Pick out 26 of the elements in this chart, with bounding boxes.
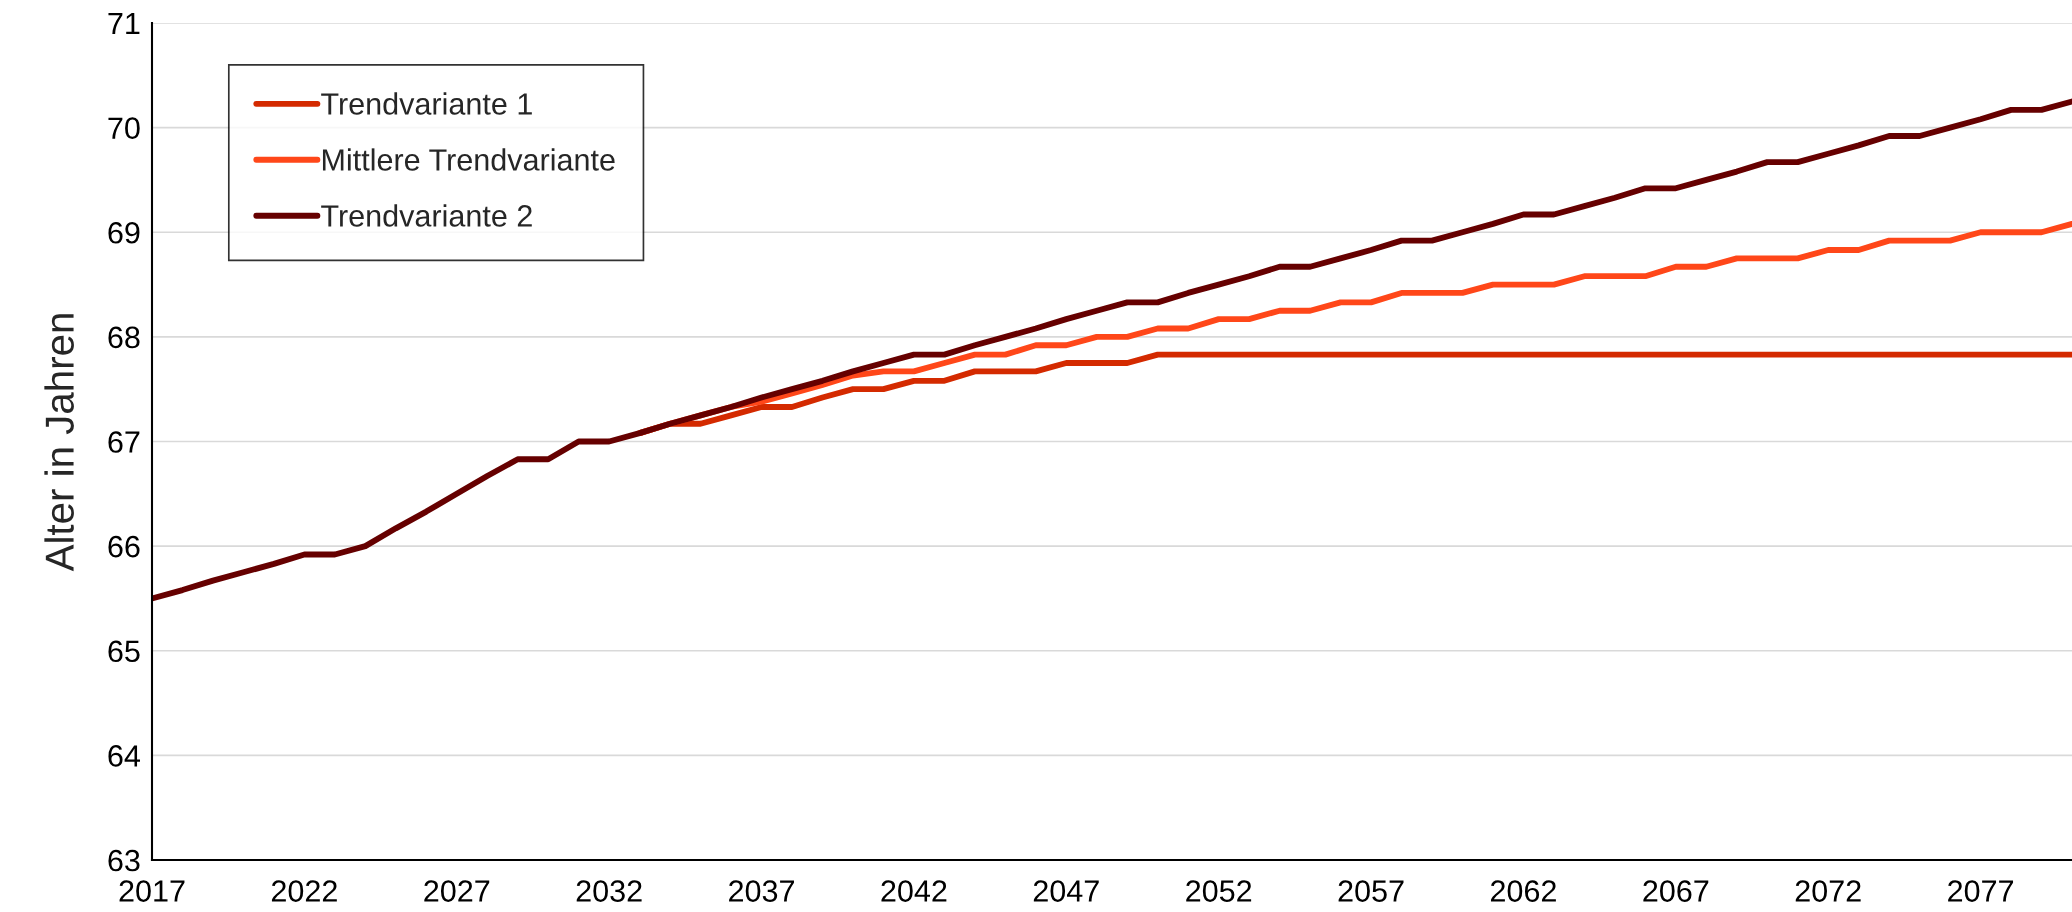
x-tick-label: 2017	[119, 880, 185, 902]
legend-label: Trendvariante 2	[321, 204, 532, 227]
x-tick-label: 2067	[1643, 880, 1709, 902]
x-tick-label: 2072	[1795, 880, 1861, 902]
x-tick-label: 2077	[1948, 880, 2014, 902]
x-tick-label: 2037	[729, 880, 794, 902]
x-tick-label: 2062	[1490, 880, 1556, 902]
x-tick-label: 2027	[424, 880, 490, 902]
x-tick-label: 2057	[1338, 880, 1404, 902]
legend-label: Mittlere Trendvariante	[322, 148, 615, 171]
y-tick-label: 70	[108, 117, 140, 139]
y-tick-label: 66	[108, 535, 140, 558]
y-tick-label: 65	[108, 640, 140, 663]
y-tick-label: 68	[108, 326, 140, 349]
x-tick-label: 2052	[1186, 880, 1252, 902]
y-tick-label: 63	[108, 849, 140, 872]
y-axis-title: Alter in Jahren	[44, 314, 74, 572]
x-tick-label: 2042	[881, 880, 947, 902]
x-tick-label: 2032	[576, 880, 642, 902]
y-tick-label: 71	[108, 13, 140, 35]
y-tick-label: 69	[108, 221, 140, 244]
y-tick-label: 64	[108, 745, 140, 767]
x-tick-label: 2022	[271, 880, 337, 902]
y-tick-label: 67	[108, 431, 140, 453]
x-tick-label: 2047	[1033, 880, 1099, 902]
legend-label: Trendvariante 1	[321, 92, 532, 115]
